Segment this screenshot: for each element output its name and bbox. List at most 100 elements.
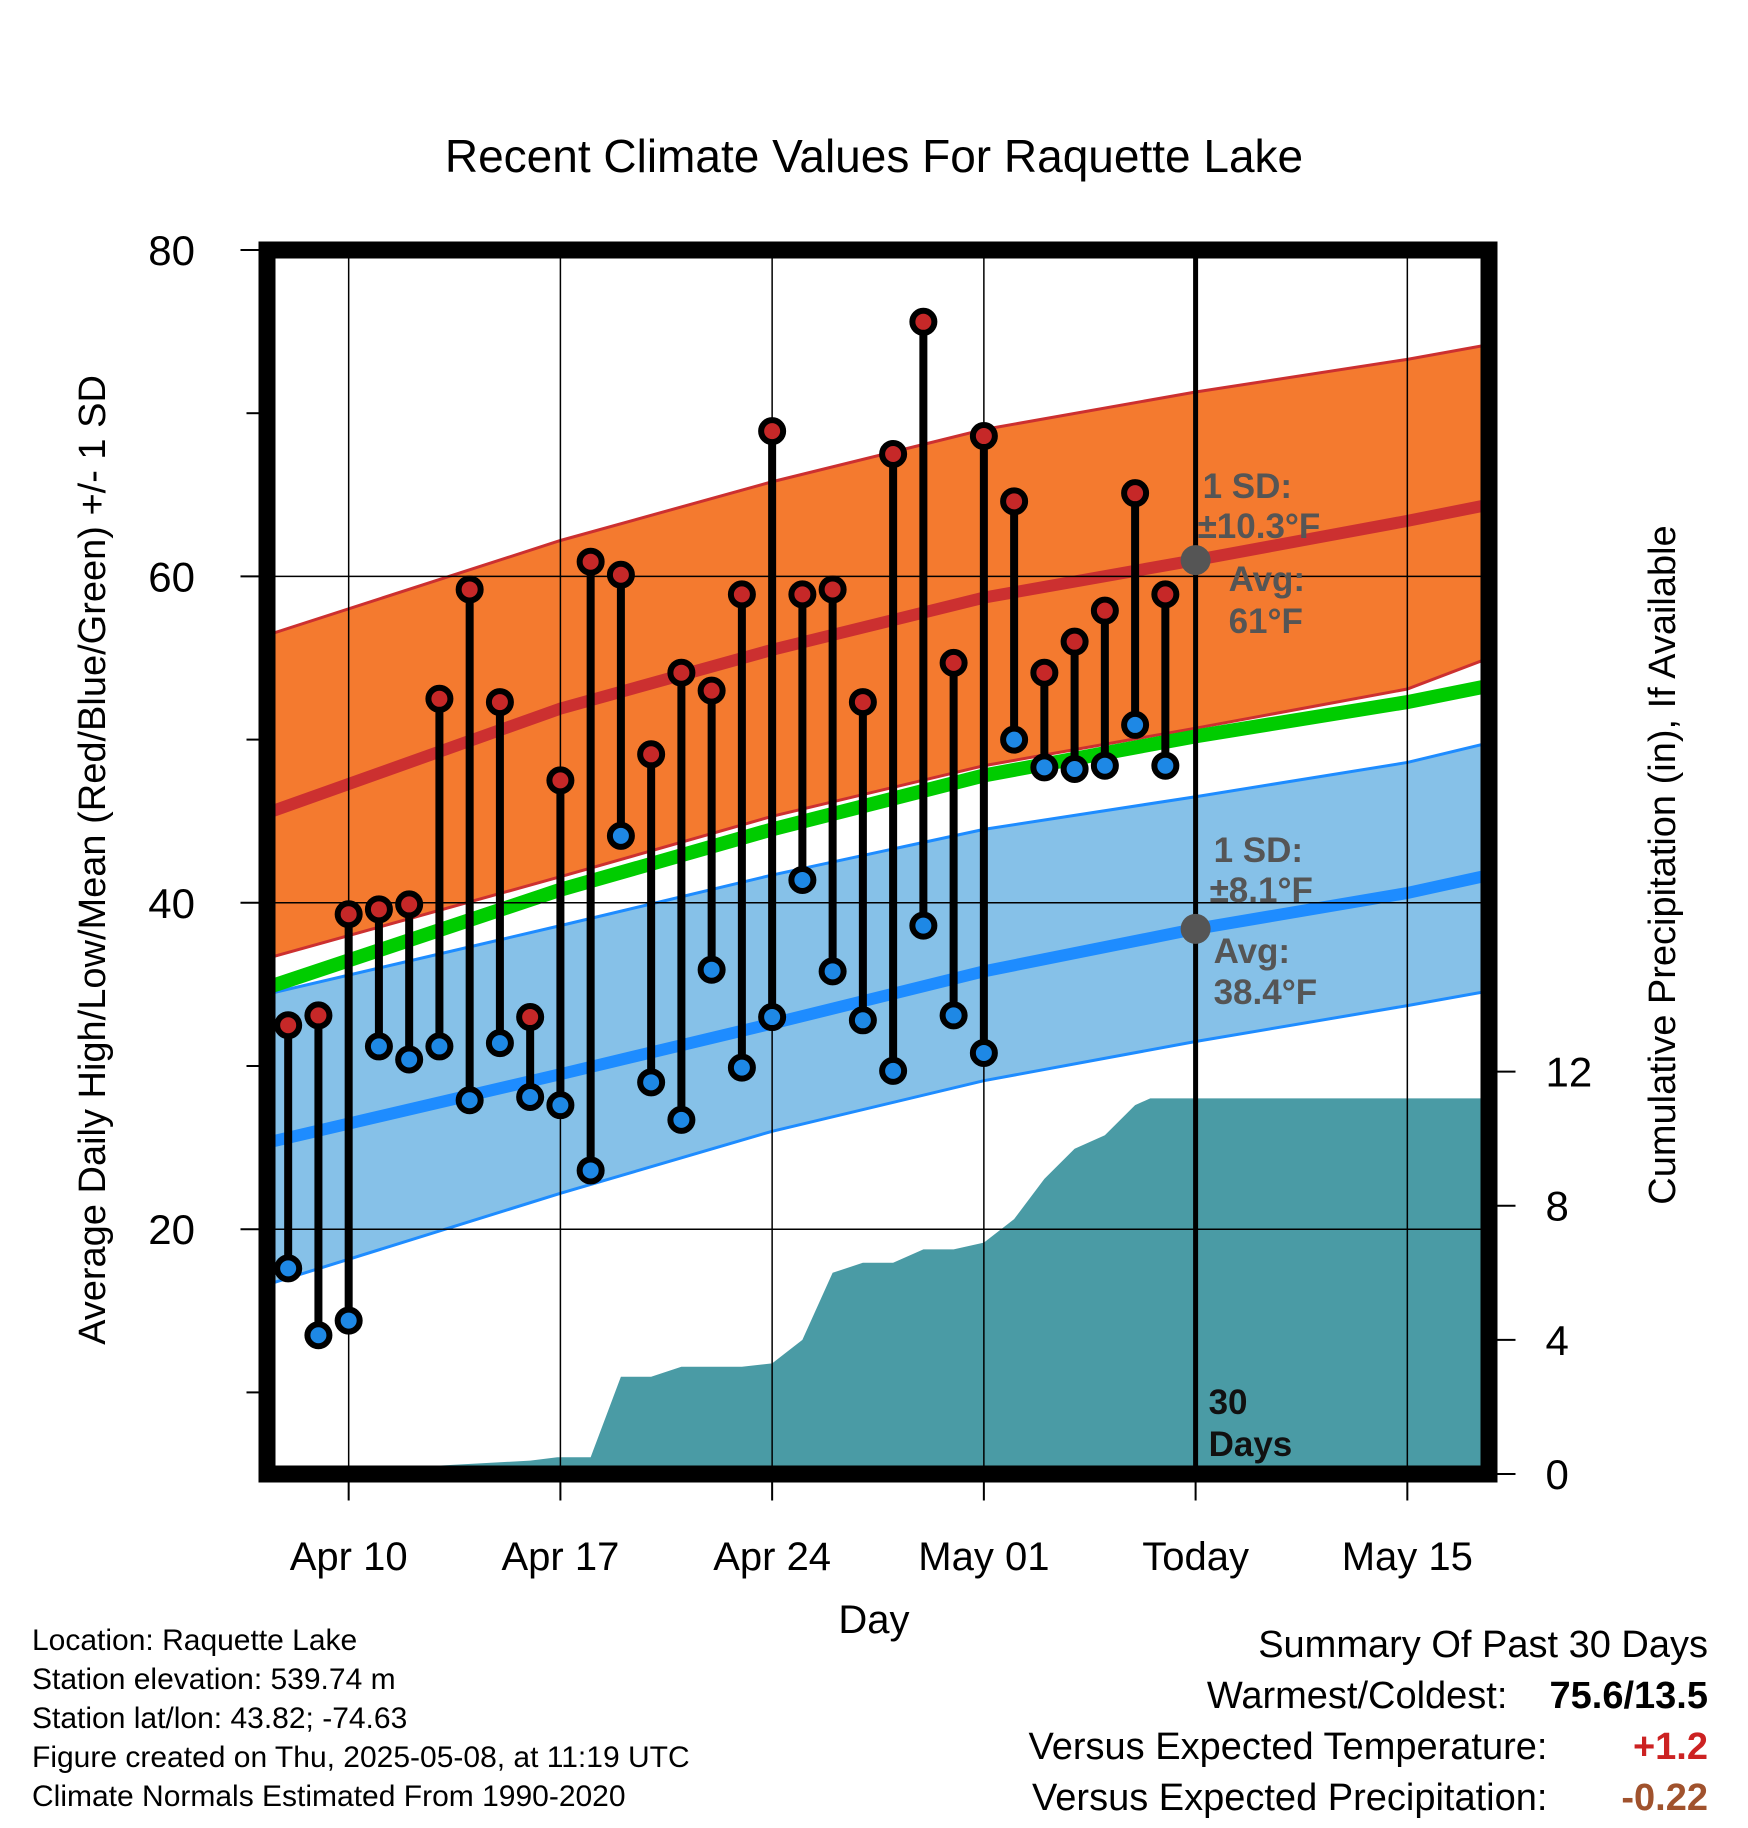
low-sd-band [267,742,1489,1285]
low-temp-point [637,1068,666,1097]
high-temp-point [637,740,666,769]
y2-tick-label: 0 [1546,1451,1569,1498]
low-temp-point [818,957,847,986]
high-temp-point [909,307,938,336]
high-temp-point [1060,627,1089,656]
y-tick-label: 40 [148,880,195,927]
low-temp-point [1151,751,1180,780]
x-tick-label: Apr 17 [501,1535,619,1579]
precip-label: Versus Expected Precipitation: [1032,1777,1548,1819]
high-temp-point [788,580,817,609]
high-temp-point [546,766,575,795]
low-temp-point [516,1083,545,1112]
low-temp-point [909,911,938,940]
precip-value: -0.22 [1621,1777,1708,1819]
low-temp-point [697,955,726,984]
chart-title: Recent Climate Values For Raquette Lake [445,130,1303,182]
high-sd-label: 1 SD: [1203,467,1292,506]
temp-value: +1.2 [1632,1726,1708,1768]
high-temp-point [334,900,363,929]
low-temp-point [667,1105,696,1134]
low-temp-point [334,1306,363,1335]
low-sd-value: ±8.1°F [1210,871,1313,910]
low-temp-point [1060,754,1089,783]
warm-cold-label: Warmest/Coldest: [1206,1675,1508,1717]
low-temp-point [727,1053,756,1082]
x-tick-label: Apr 10 [290,1535,408,1579]
high-temp-point [455,575,484,604]
precip-area [267,1098,1489,1474]
low-temp-point [758,1003,787,1032]
high-temp-point [576,547,605,576]
low-temp-point [455,1086,484,1115]
station-info: Location: Raquette Lake Station elevatio… [32,1621,690,1816]
summary-title: Summary Of Past 30 Days [1258,1624,1708,1666]
location-text: Location: Raquette Lake [32,1624,358,1657]
high-temp-point [879,440,908,468]
high-temp-point [1030,658,1059,687]
y-tick-label: 80 [148,227,195,274]
high-temp-point [516,1003,545,1032]
x-tick-label: Today [1142,1535,1249,1579]
high-temp-point [758,417,787,446]
high-temp-point [274,1011,303,1040]
elevation-text: Station elevation: 539.74 m [32,1663,396,1696]
low-temp-point [1030,753,1059,782]
high-temp-point [1121,479,1150,508]
high-temp-point [1090,596,1119,625]
window-label-number: 30 [1209,1383,1248,1422]
summary-panel: Summary Of Past 30 Days Warmest/Coldest:… [1029,1620,1708,1824]
high-avg-value: 61°F [1229,602,1303,641]
high-temp-point [697,676,726,705]
low-temp-point [576,1156,605,1185]
y-axis-label: Average Daily High/Low/Mean (Red/Blue/Gr… [72,375,114,1345]
low-temp-point [304,1321,333,1350]
low-temp-point [485,1029,514,1058]
high-temp-point [304,1001,333,1030]
low-temp-point [274,1254,303,1283]
high-temp-point [818,575,847,604]
y2-tick-label: 12 [1546,1049,1593,1096]
low-avg-value: 38.4°F [1214,973,1318,1012]
x-tick-label: May 01 [918,1535,1049,1579]
high-avg-marker [1180,545,1211,576]
high-temp-point [606,560,635,589]
created-text: Figure created on Thu, 2025-05-08, at 11… [32,1741,690,1774]
y2-tick-label: 8 [1546,1183,1569,1230]
x-tick-label: May 15 [1342,1535,1473,1579]
high-temp-point [848,688,877,717]
x-tick-label: Apr 24 [713,1535,831,1579]
high-temp-point [667,658,696,687]
high-temp-point [1151,580,1180,609]
high-sd-band [267,344,1489,959]
high-temp-point [969,422,998,451]
temp-label: Versus Expected Temperature: [1028,1726,1548,1768]
low-temp-point [395,1045,424,1074]
low-temp-point [364,1032,393,1061]
high-temp-point [727,580,756,609]
high-temp-point [425,684,454,713]
high-temp-point [1000,487,1029,516]
latlon-text: Station lat/lon: 43.82; -74.63 [32,1702,408,1735]
summary-warm-cold: Warmest/Coldest: 75.6/13.5 [1029,1671,1708,1722]
y2-tick-label: 4 [1546,1317,1569,1364]
low-temp-point [879,1056,908,1085]
high-avg-label: Avg: [1229,560,1305,599]
summary-temp: Versus Expected Temperature: +1.2 [1029,1722,1708,1773]
warm-cold-value: 75.6/13.5 [1549,1675,1708,1717]
high-temp-point [395,890,424,919]
plot-frame [258,241,1498,1483]
x-axis-label: Day [838,1598,909,1642]
high-sd-value: ±10.3°F [1198,507,1321,546]
low-avg-label: Avg: [1214,932,1290,971]
y2-axis-label: Cumulative Precipitation (in), If Availa… [1642,525,1684,1204]
low-temp-point [788,865,817,894]
low-temp-point [606,821,635,850]
low-temp-point [546,1091,575,1120]
summary-precip: Versus Expected Precipitation: -0.22 [1029,1773,1708,1824]
window-label-days: Days [1209,1425,1293,1464]
high-temp-point [485,688,514,717]
low-temp-point [1090,751,1119,780]
low-temp-point [1121,710,1150,739]
